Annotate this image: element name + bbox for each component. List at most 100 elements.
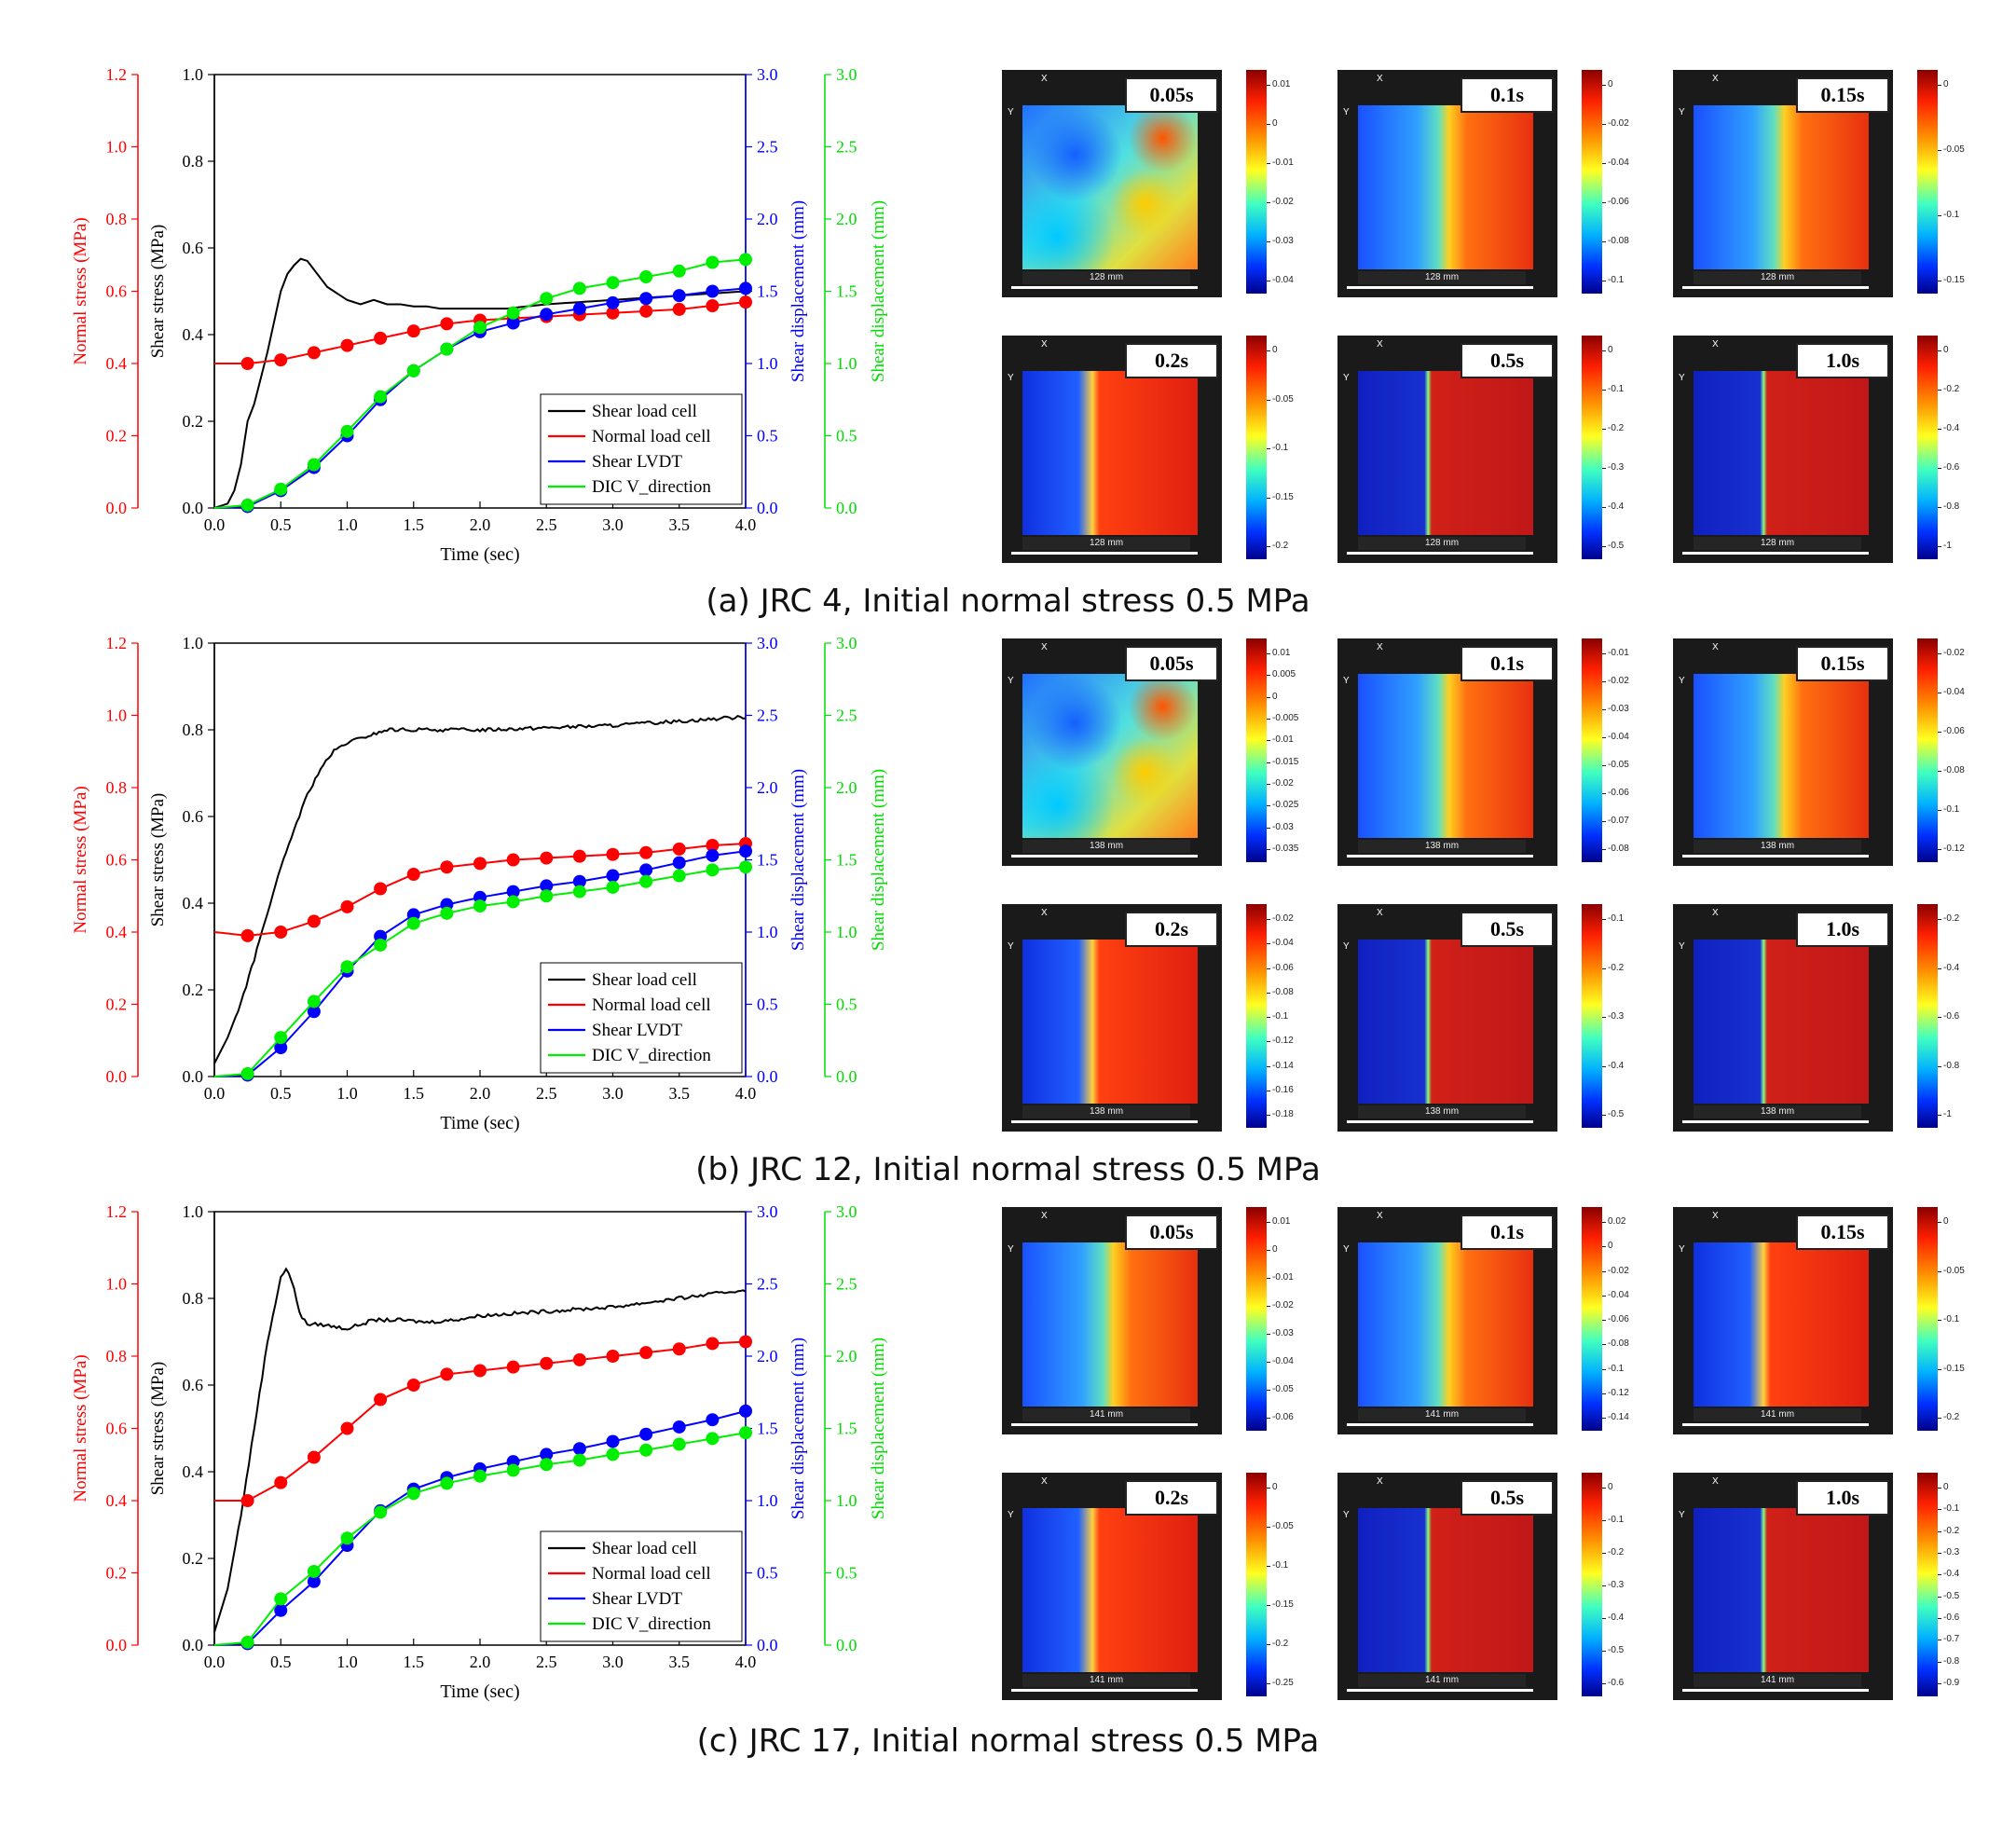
colorbar-tick-label: -0.08	[1602, 236, 1629, 246]
series-point	[406, 1487, 420, 1501]
colorbar	[1582, 638, 1602, 862]
shear-stress-axis-tick-label: 0.2	[183, 1549, 204, 1568]
colorbar-ticks: 0 -0.1 -0.2 -0.3 -0.4 -0.5 -0.6 -0.7 -0.8 -0.9	[1937, 1473, 1990, 1696]
scale-label: 138 mm	[1694, 840, 1861, 853]
strain-field	[1358, 1508, 1533, 1672]
strain-field	[1358, 371, 1533, 535]
colorbar-tick-label: -0.5	[1601, 1645, 1625, 1655]
time-label: 0.05s	[1125, 1214, 1218, 1250]
colorbar-tick-label: -0.04	[1267, 938, 1294, 949]
x-axis-marker: X	[1712, 1476, 1719, 1487]
colorbar-tick-label: -0.06	[1267, 1412, 1294, 1422]
x-tick-label: 4.0	[735, 1653, 757, 1671]
series-point	[639, 1346, 653, 1360]
colorbar	[1582, 70, 1602, 294]
shear-stress-axis-tick-label: 1.0	[183, 1202, 204, 1221]
series-point	[374, 882, 388, 896]
time-label: 0.1s	[1461, 1214, 1554, 1250]
colorbar-tick-label: -0.025	[1266, 800, 1299, 811]
scale-label: 128 mm	[1022, 271, 1190, 284]
series-point	[274, 1031, 288, 1045]
series-point	[374, 938, 388, 952]
normal-stress-axis-tick-label: 1.0	[106, 707, 128, 725]
lvdt-displacement-axis-tick-label: 1.0	[757, 354, 778, 373]
colorbar-tick-label: -0.08	[1602, 1338, 1629, 1350]
time-label: 0.2s	[1125, 1480, 1218, 1516]
series-point	[340, 424, 354, 438]
series-point	[340, 1421, 354, 1435]
colorbar-tick-label: -0.03	[1267, 236, 1294, 246]
normal-stress-axis-tick-label: 0.6	[106, 282, 128, 301]
scale-label: 141 mm	[1694, 1674, 1861, 1687]
series-point	[506, 306, 520, 320]
colorbar-tick-label: -0.2	[1937, 1412, 1960, 1422]
dic-displacement-axis-tick-label: 2.0	[836, 210, 857, 228]
colorbar-tick-label: -0.4	[1601, 1060, 1625, 1071]
normal-stress-axis-tick-label: 0.4	[106, 1491, 128, 1510]
colorbar-ticks: -0.1 -0.2 -0.3 -0.4 -0.5	[1601, 904, 1654, 1128]
x-tick-label: 3.0	[602, 1653, 624, 1671]
dic-displacement-axis-tick-label: 1.0	[836, 1491, 857, 1510]
y-axis-marker: Y	[1008, 373, 1014, 383]
y-axis-marker: Y	[1343, 373, 1350, 383]
series-point	[572, 885, 586, 899]
series-point	[739, 1335, 752, 1349]
x-tick-label: 2.5	[536, 515, 557, 534]
x-axis-marker: X	[1712, 339, 1719, 350]
shear-stress-axis-tick-label: 0.2	[183, 412, 204, 431]
scale-bar	[1011, 1423, 1198, 1426]
colorbar-tick-label: -0.2	[1937, 913, 1960, 924]
colorbar-tick-label: -0.15	[1938, 1363, 1965, 1374]
legend-label: Shear LVDT	[592, 452, 682, 472]
colorbar-ticks: -0.02 -0.04 -0.06 -0.08 -0.1 -0.12 -0.14 -0.16 -…	[1266, 904, 1319, 1128]
colorbar-tick-label: -0.01	[1267, 734, 1294, 746]
x-tick-label: 1.0	[336, 1653, 358, 1671]
series-point	[606, 880, 620, 894]
series-point	[572, 281, 586, 295]
dic-image: X Y 128 mm 0.15s	[1673, 70, 1893, 297]
series-point	[639, 1427, 653, 1441]
strain-field	[1694, 105, 1869, 269]
x-tick-label: 0.5	[270, 515, 292, 534]
colorbar-tick-label: -0.3	[1601, 1011, 1625, 1022]
strain-field	[1694, 674, 1869, 838]
series-point	[240, 1494, 254, 1507]
y-axis-marker: Y	[1008, 676, 1014, 686]
lvdt-displacement-axis-tick-label: 1.5	[757, 1420, 778, 1438]
strain-field	[1022, 371, 1198, 535]
y-axis-marker: Y	[1008, 1244, 1014, 1255]
scale-bar	[1011, 552, 1198, 555]
shear-stress-axis-tick-label: 1.0	[183, 65, 204, 84]
colorbar	[1582, 904, 1602, 1128]
series-point	[606, 1350, 620, 1363]
dic-image: X Y 138 mm 0.2s	[1002, 904, 1222, 1132]
time-label: 0.05s	[1125, 646, 1218, 681]
series-point	[540, 851, 554, 865]
colorbar-tick-label: -0.6	[1937, 462, 1960, 473]
series-point	[706, 1337, 720, 1351]
legend-label: Normal load cell	[592, 427, 711, 446]
scale-label: 141 mm	[1358, 1674, 1526, 1687]
series-point	[440, 906, 454, 920]
series-point	[473, 899, 487, 913]
colorbar-tick-label: -0.14	[1267, 1060, 1294, 1071]
colorbar-tick-label: -0.18	[1267, 1109, 1294, 1119]
series-point	[440, 1476, 454, 1490]
dic-image: X Y 138 mm 1.0s	[1673, 904, 1893, 1132]
colorbar-tick-label: 0	[1938, 345, 1949, 355]
colorbar-tick-label: -0.02	[1602, 118, 1629, 129]
panel-caption: (b) JRC 12, Initial normal stress 0.5 MP…	[695, 1151, 1321, 1188]
scale-bar	[1011, 1120, 1198, 1123]
x-axis-marker: X	[1377, 74, 1383, 84]
scale-label: 128 mm	[1694, 271, 1861, 284]
scale-label: 141 mm	[1022, 1408, 1190, 1421]
x-tick-label: 1.0	[336, 515, 358, 534]
colorbar-tick-label: 0.005	[1266, 669, 1296, 680]
series-point	[374, 1393, 388, 1406]
series-point	[706, 255, 720, 269]
legend-label: Shear load cell	[592, 1539, 697, 1558]
series-point	[572, 1442, 586, 1456]
colorbar	[1246, 1207, 1267, 1431]
series-point	[240, 1066, 254, 1080]
series-point	[274, 1475, 288, 1489]
